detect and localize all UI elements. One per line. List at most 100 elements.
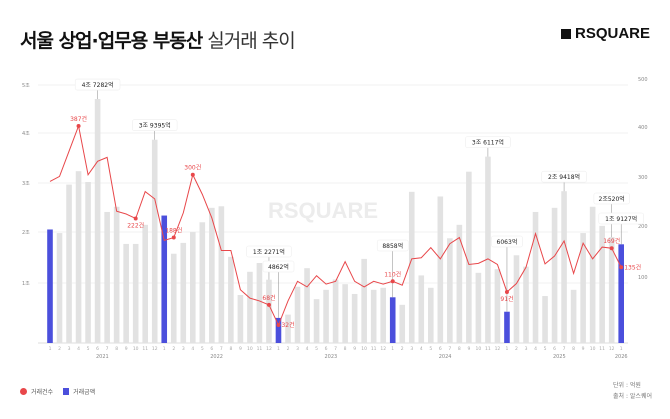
bar <box>542 296 548 343</box>
x-tick-month: 6 <box>210 346 213 352</box>
count-point <box>276 323 281 328</box>
x-tick-month: 8 <box>115 346 118 352</box>
bar <box>104 211 110 343</box>
line-annotation: 222건 <box>127 221 144 229</box>
logo-mark-icon <box>560 28 571 39</box>
x-tick-month: 2 <box>287 346 290 352</box>
bar <box>399 304 406 343</box>
bar <box>75 171 82 343</box>
bar <box>180 242 187 343</box>
x-tick-month: 2 <box>58 346 61 352</box>
bar <box>323 289 329 343</box>
bar <box>380 287 386 343</box>
bar <box>199 222 206 343</box>
x-tick-month: 4 <box>77 346 80 352</box>
x-tick-month: 6 <box>553 346 556 352</box>
x-tick-month: 5 <box>87 346 90 352</box>
bar <box>418 275 425 343</box>
bar <box>523 266 529 343</box>
x-tick-month: 2 <box>515 346 518 352</box>
rsquare-logo: RSQUARE <box>560 25 650 42</box>
annotation-box <box>541 170 587 183</box>
bar <box>475 272 482 343</box>
y-tick-left: 5조 <box>22 83 30 89</box>
y-tick-right: 200 <box>638 224 648 230</box>
bar <box>66 184 72 343</box>
annotation-box <box>465 136 511 148</box>
x-tick-month: 10 <box>476 346 482 352</box>
x-tick-month: 1 <box>49 346 52 352</box>
bar-annotation: 1조 9127억 <box>605 215 637 223</box>
bar <box>209 207 215 343</box>
x-tick-month: 1 <box>277 346 280 352</box>
bar <box>56 233 63 343</box>
x-tick-year: 2025 <box>553 354 566 360</box>
count-point <box>619 265 624 270</box>
count-point <box>190 172 195 177</box>
bar <box>285 314 291 343</box>
x-tick-year: 2026 <box>615 354 628 360</box>
x-tick-month: 7 <box>334 346 337 352</box>
x-tick-month: 3 <box>68 346 71 352</box>
x-tick-month: 11 <box>257 346 263 352</box>
bar <box>256 263 263 343</box>
x-tick-month: 9 <box>467 346 470 352</box>
count-line <box>49 124 622 327</box>
x-tick-month: 1 <box>391 346 394 352</box>
bar <box>513 255 520 343</box>
x-tick-month: 3 <box>410 346 413 352</box>
bar <box>294 286 301 343</box>
x-tick-month: 4 <box>306 346 309 352</box>
bar <box>561 191 567 343</box>
bar <box>589 206 596 343</box>
annotation-box <box>376 239 409 252</box>
x-tick-month: 12 <box>380 346 386 352</box>
x-tick-month: 10 <box>133 346 139 352</box>
line-annotation: 169건 <box>603 237 620 245</box>
count-point <box>171 235 176 240</box>
bar <box>275 317 282 343</box>
logo-text: RSQUARE <box>574 25 650 42</box>
x-tick-month: 5 <box>544 346 547 352</box>
line-annotation: 32건 <box>281 321 294 329</box>
annotation-box <box>593 192 630 205</box>
legend-label-amount: 거래금액 <box>73 389 96 396</box>
bar <box>142 224 148 343</box>
bar <box>332 279 339 343</box>
bar <box>85 182 91 343</box>
line-annotation: 110건 <box>384 270 401 278</box>
bar <box>237 295 244 343</box>
bar <box>342 284 348 343</box>
x-tick-month: 4 <box>191 346 194 352</box>
bar-annotation: 4조 7282억 <box>82 81 114 89</box>
count-point <box>133 216 138 221</box>
bar-annotation: 6063억 <box>497 238 518 246</box>
bar <box>466 171 472 343</box>
bar <box>570 289 577 343</box>
count-point <box>609 246 614 251</box>
y-tick-left: 3조 <box>22 181 30 187</box>
chart-title: 서울 상업·업무용 부동산 실거래 추이 <box>20 26 296 53</box>
x-tick-month: 4 <box>534 346 537 352</box>
x-tick-month: 3 <box>182 346 185 352</box>
bar <box>313 299 320 343</box>
line-annotation: 68건 <box>262 294 275 302</box>
legend-item-count: 거래건수 <box>20 387 53 396</box>
bar <box>608 237 615 343</box>
bar <box>228 256 234 343</box>
bar <box>218 206 225 343</box>
x-tick-month: 8 <box>572 346 575 352</box>
line-annotation: 300건 <box>184 164 201 172</box>
bar-annotation: 1조 2271억 <box>253 248 285 256</box>
x-tick-year: 2023 <box>324 354 337 360</box>
x-tick-year: 2022 <box>210 354 223 360</box>
source-note: 출처 : 알스퀘어 <box>613 393 652 400</box>
x-tick-month: 9 <box>353 346 356 352</box>
x-tick-month: 12 <box>266 346 272 352</box>
bar <box>361 258 367 343</box>
x-tick-month: 6 <box>325 346 328 352</box>
annotation-box <box>132 119 178 132</box>
bar-annotation: 4862억 <box>268 263 289 271</box>
bar <box>532 211 539 343</box>
